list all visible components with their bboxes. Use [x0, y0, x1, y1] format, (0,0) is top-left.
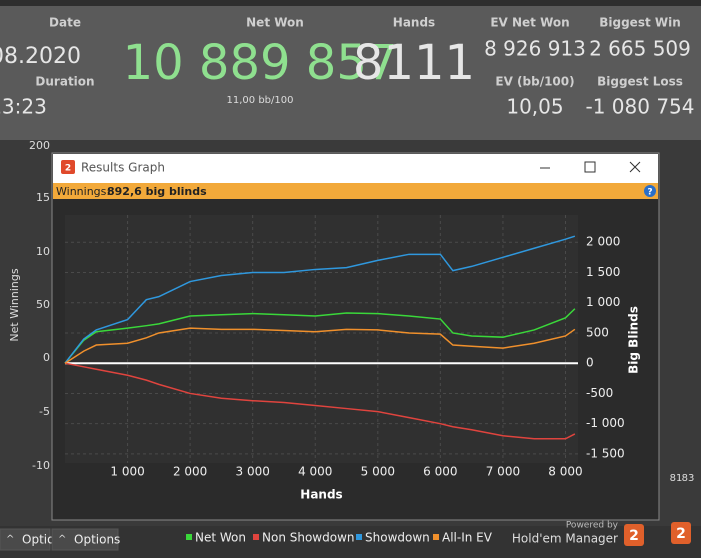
y-axis-title: Big Blinds: [627, 306, 641, 374]
stats-header: [0, 0, 701, 140]
y-tick-label: 2 000: [586, 235, 620, 249]
series-line: [64, 308, 576, 364]
stat-value: 8 926 913: [484, 37, 586, 61]
stat-value: -1 080 754: [585, 95, 694, 119]
bg-axis-label: 15: [36, 191, 50, 204]
series-line: [64, 235, 576, 364]
x-tick-label: 8 000: [548, 465, 582, 479]
stat-value: 8111: [353, 35, 475, 91]
bg-x-label: 83: [682, 473, 695, 484]
x-tick-label: 7 000: [486, 465, 520, 479]
options-button[interactable]: [0, 528, 51, 551]
x-tick-label: 3 000: [236, 465, 270, 479]
x-tick-label: 4 000: [298, 465, 332, 479]
options-caret: ^: [58, 534, 66, 545]
bg-x-label: 81: [670, 473, 683, 484]
close-button[interactable]: [629, 161, 641, 173]
bg-axis-label: 200: [29, 139, 50, 152]
logo-text: 2: [676, 526, 686, 542]
stat-label: Date: [49, 16, 81, 30]
maximize-button[interactable]: [584, 161, 596, 173]
stat-value: 13:23: [0, 95, 47, 119]
plot-area: [65, 215, 578, 463]
series-line: [64, 362, 576, 440]
stat-value: 10,05: [506, 95, 563, 119]
window-title: Results Graph: [81, 161, 165, 175]
x-tick-label: 2 000: [173, 465, 207, 479]
x-axis-title: Hands: [300, 488, 342, 502]
options-label: Options: [74, 533, 120, 547]
bg-axis-label: 10: [36, 245, 50, 258]
window-icon-text: 2: [65, 164, 71, 174]
y-tick-label: 1 500: [586, 265, 620, 279]
bg-axis-label: 0: [43, 351, 50, 364]
x-tick-label: 1 000: [110, 465, 144, 479]
options-caret: ^: [6, 534, 14, 545]
legend-swatch: [433, 534, 439, 540]
banner-value: 892,6 big blinds: [107, 185, 207, 198]
top-strip: [0, 0, 701, 6]
legend-label: All-In EV: [442, 531, 493, 545]
legend-swatch: [253, 534, 259, 540]
legend-label: Net Won: [195, 531, 246, 545]
banner-label: Winnings:: [56, 185, 110, 198]
legend-swatch: [356, 534, 362, 540]
help-button[interactable]: [644, 185, 656, 197]
options-button[interactable]: [51, 528, 119, 551]
stat-label: EV (bb/100): [495, 75, 574, 89]
y-tick-label: -1 000: [586, 416, 625, 430]
window-titlebar: [53, 154, 658, 183]
legend-swatch: [186, 534, 192, 540]
stat-value: 10 889 857: [123, 35, 398, 91]
logo: [671, 522, 691, 544]
stat-value: 24.08.2020: [0, 44, 81, 69]
bg-axis-label: -10: [32, 459, 50, 472]
y-tick-label: 500: [586, 325, 609, 339]
stat-label: Duration: [35, 75, 94, 89]
stat-label: Hands: [393, 16, 435, 30]
y-tick-label: -500: [586, 386, 613, 400]
y-tick-label: 1 000: [586, 295, 620, 309]
bg-axis-label: 50: [36, 298, 50, 311]
help-icon: ?: [647, 188, 652, 198]
legend-label: Non Showdown: [262, 531, 355, 545]
banner: [53, 183, 658, 199]
stat-label: Biggest Win: [599, 16, 681, 30]
bg-axis-title: Net Winnings: [8, 268, 21, 341]
bg-axis-label: -5: [39, 405, 50, 418]
chart-layer: 1 000 2 000 3 000 4 000 5 000 6 000 7 000 8 000…: [64, 215, 641, 502]
stat-sub: 11,00 bb/100: [227, 95, 294, 106]
x-tick-label: 6 000: [423, 465, 457, 479]
stat-label: Biggest Loss: [597, 75, 683, 89]
y-tick-label: -1 500: [586, 446, 625, 460]
series-line: [64, 327, 576, 364]
x-tick-label: 5 000: [361, 465, 395, 479]
logo: [624, 524, 644, 546]
brand: Hold'em Manager: [512, 532, 618, 546]
stat-value: 2 665 509: [589, 37, 691, 61]
options-label: Optio: [22, 533, 54, 547]
logo-text: 2: [629, 528, 639, 544]
y-tick-label: 0: [586, 356, 594, 370]
stat-label: EV Net Won: [490, 16, 569, 30]
powered-by: Powered by: [566, 521, 619, 531]
stat-label: Net Won: [246, 16, 304, 30]
window-icon: [61, 160, 75, 174]
legend-label: Showdown: [365, 531, 430, 545]
